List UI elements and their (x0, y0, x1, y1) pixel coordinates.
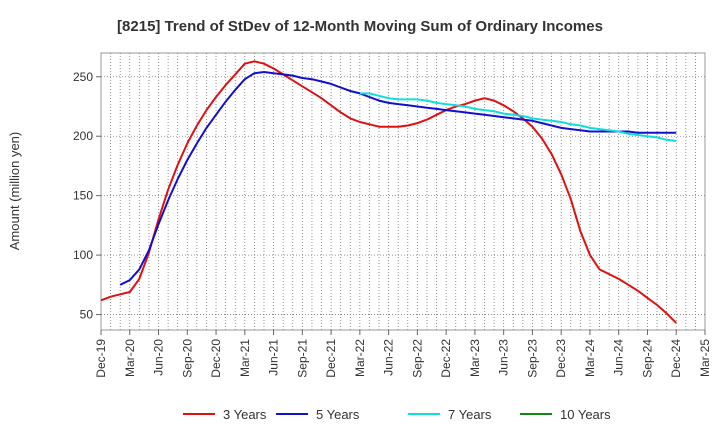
x-tick-label: Mar-22 (353, 339, 367, 377)
x-tick-label: Sep-21 (295, 339, 309, 378)
legend-label-7-years: 7 Years (448, 407, 492, 422)
x-tick-label: Dec-21 (324, 339, 338, 378)
y-tick-label: 250 (73, 70, 93, 84)
x-tick-label: Mar-25 (698, 339, 712, 377)
x-tick-label: Mar-23 (468, 339, 482, 377)
y-tick-label: 200 (73, 129, 93, 143)
legend-label-3-years: 3 Years (223, 407, 267, 422)
x-tick-label: Mar-20 (123, 339, 137, 377)
x-tick-label: Sep-24 (640, 339, 654, 378)
x-tick-label: Sep-22 (410, 339, 424, 378)
x-tick-label: Sep-20 (180, 339, 194, 378)
x-axis: Dec-19 Mar-20 Jun-20 Sep-20 Dec-20 Mar-21 Jun-… (94, 330, 712, 378)
series-line-5-years (119, 71, 677, 286)
x-tick-label: Dec-23 (554, 339, 568, 378)
y-axis: 50 100 150 200 250 (73, 70, 101, 322)
legend: 3 Years 5 Years 7 Years 10 Years (183, 407, 611, 422)
grid-lines (101, 53, 705, 330)
chart-title: [8215] Trend of StDev of 12-Month Moving… (117, 18, 603, 35)
y-axis-label: Amount (million yen) (7, 132, 22, 251)
series-line-3-years (100, 60, 677, 324)
x-tick-label: Dec-22 (439, 339, 453, 378)
legend-label-10-years: 10 Years (560, 407, 611, 422)
y-tick-label: 150 (73, 189, 93, 203)
x-tick-label: Sep-23 (525, 339, 539, 378)
x-tick-label: Mar-24 (583, 339, 597, 377)
series-line-7-years (359, 92, 677, 142)
x-tick-label: Jun-24 (612, 339, 626, 376)
x-tick-label: Jun-23 (497, 339, 511, 376)
x-tick-label: Dec-19 (94, 339, 108, 378)
x-tick-label: Dec-24 (669, 339, 683, 378)
series-lines (100, 60, 677, 324)
x-tick-label: Jun-20 (152, 339, 166, 376)
plot-area (100, 52, 706, 331)
y-tick-label: 100 (73, 248, 93, 262)
x-tick-label: Jun-22 (382, 339, 396, 376)
x-tick-label: Jun-21 (267, 339, 281, 376)
x-tick-label: Dec-20 (209, 339, 223, 378)
x-tick-label: Mar-21 (238, 339, 252, 377)
y-tick-label: 50 (80, 308, 94, 322)
legend-label-5-years: 5 Years (316, 407, 360, 422)
